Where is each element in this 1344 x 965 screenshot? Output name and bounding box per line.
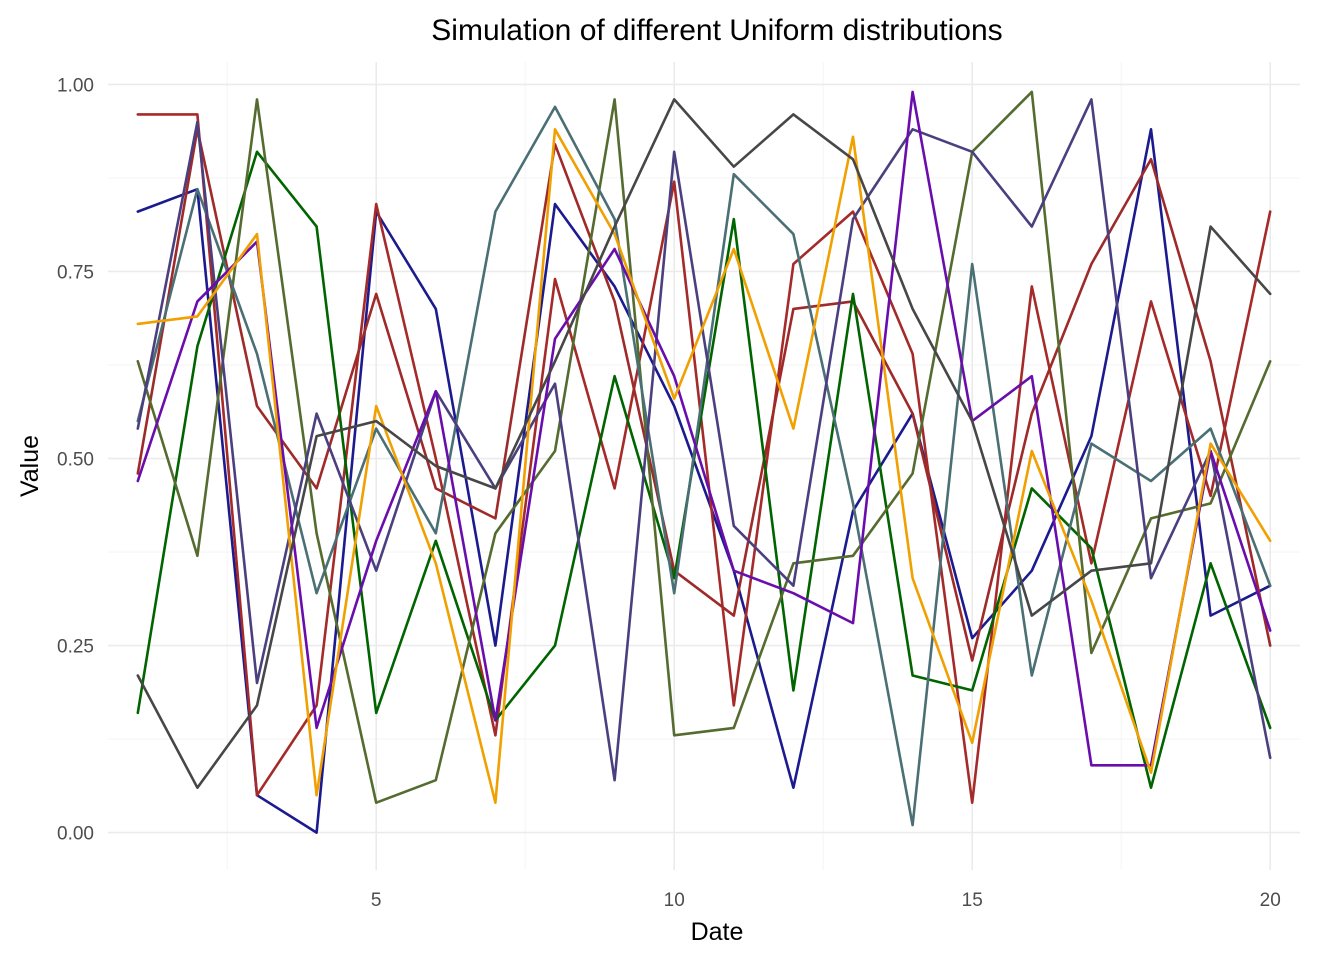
series-line-6 xyxy=(136,105,1272,827)
x-tick-label: 15 xyxy=(962,890,983,911)
series-line-3 xyxy=(136,128,1272,662)
y-tick-label: 0.75 xyxy=(57,262,94,283)
x-tick-label: 5 xyxy=(371,890,382,911)
series-line-2 xyxy=(136,113,1272,805)
series-layer xyxy=(136,90,1272,834)
series-line-7 xyxy=(136,98,1272,782)
x-tick-label: 20 xyxy=(1260,890,1281,911)
series-line-8 xyxy=(136,90,1272,767)
y-tick-label: 1.00 xyxy=(57,75,94,96)
x-axis-title: Date xyxy=(691,918,744,946)
chart-title: Simulation of different Uniform distribu… xyxy=(431,14,1002,47)
tick-layer: 5 10 15 20 0.00 0.25 0.50 0.75 1.00 xyxy=(57,75,1281,911)
series-line-4 xyxy=(136,150,1272,790)
y-tick-label: 0.50 xyxy=(57,450,94,471)
y-tick-label: 0.25 xyxy=(57,637,94,658)
x-tick-label: 10 xyxy=(664,890,685,911)
y-axis-title: Value xyxy=(16,435,44,497)
y-tick-label: 0.00 xyxy=(57,824,94,845)
series-line-5 xyxy=(136,90,1272,805)
series-line-10 xyxy=(136,98,1272,790)
series-line-9 xyxy=(136,128,1272,805)
